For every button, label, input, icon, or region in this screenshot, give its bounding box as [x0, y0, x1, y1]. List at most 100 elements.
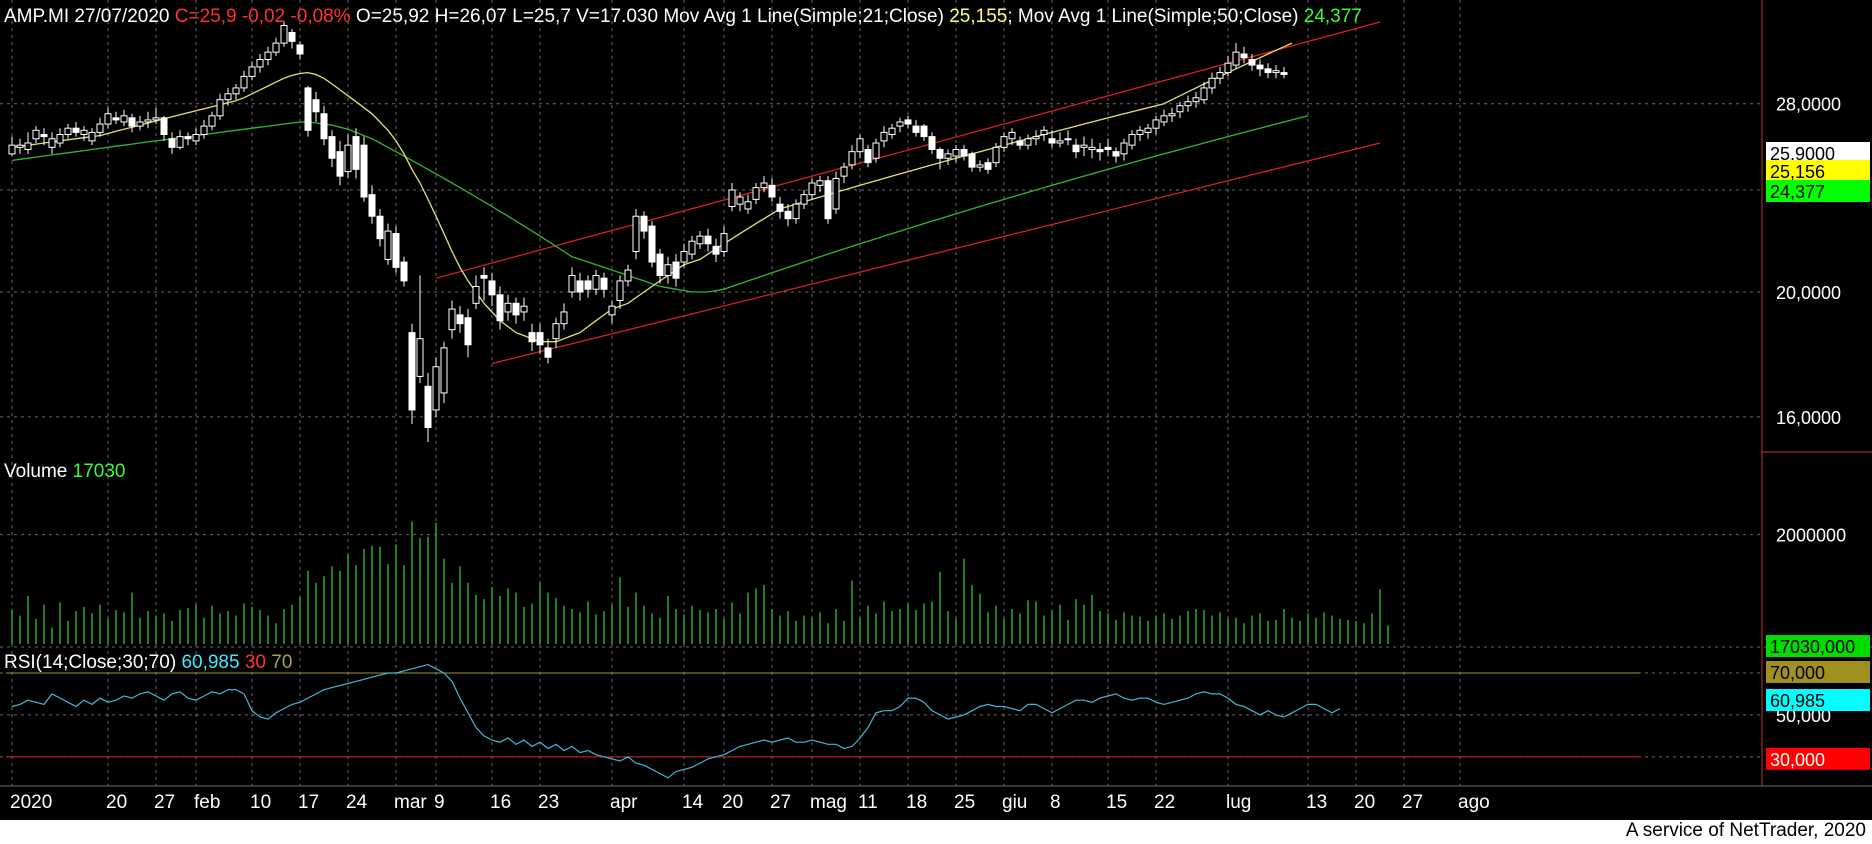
x-tick-label: 9: [434, 792, 445, 813]
ma21-line: [11, 42, 1293, 343]
candle-body: [376, 215, 384, 240]
candle-body: [1064, 138, 1072, 141]
candle-body: [640, 215, 648, 232]
candle-body: [1136, 129, 1144, 136]
candle-body: [1056, 140, 1064, 144]
candle-body: [808, 182, 816, 196]
candle-body: [864, 148, 872, 164]
candle-body: [208, 115, 216, 127]
volume-header: Volume 17030: [4, 461, 126, 483]
candle-body: [224, 93, 232, 101]
x-tick-label: 16: [490, 792, 511, 813]
price-panel[interactable]: [8, 21, 1381, 442]
ma-separator-1: ;: [1007, 6, 1013, 27]
candle-body: [696, 235, 704, 245]
candle-body: [112, 117, 120, 121]
candle-body: [1112, 151, 1120, 157]
footer-bar: [0, 820, 1872, 844]
candle-body: [1128, 134, 1136, 146]
candle-body: [984, 162, 992, 170]
candle-body: [352, 136, 360, 170]
candle-body: [160, 117, 168, 136]
candle-body: [848, 151, 856, 166]
candle-body: [440, 347, 448, 394]
candle-body: [1104, 146, 1112, 150]
candle-body: [176, 136, 184, 148]
candle-body: [1208, 77, 1216, 89]
candle-body: [464, 317, 472, 346]
candle-body: [752, 187, 760, 200]
candle-body: [1216, 72, 1224, 79]
rsi-lines: [6, 663, 1640, 779]
candle-body: [96, 123, 104, 133]
trendline: [491, 142, 1381, 365]
volume-panel[interactable]: [11, 521, 1389, 644]
candle-body: [1096, 148, 1104, 153]
trendline: [435, 21, 1381, 279]
candle-body: [880, 131, 888, 142]
rsi-low-box: 30,000: [1770, 750, 1825, 770]
x-tick-label: ago: [1458, 792, 1490, 813]
rsi-high-box-bg: [1766, 660, 1870, 683]
candle-body: [776, 203, 784, 212]
x-tick-label: 27: [154, 792, 175, 813]
candle-body: [544, 347, 552, 358]
x-axis: 2020 20 27 feb 10 17 24 mar 9 16 23 apr 14 20 27 mag 11 1…: [10, 792, 1490, 813]
candle-body: [1120, 142, 1128, 155]
candle-body: [784, 210, 792, 220]
x-tick-label: 22: [1154, 792, 1175, 813]
candle-body: [320, 113, 328, 140]
candle-body: [576, 280, 584, 293]
candle-body: [608, 305, 616, 316]
x-tick-label: 24: [346, 792, 368, 813]
candle-body: [496, 294, 504, 322]
candle-body: [16, 144, 24, 148]
candle-body: [1040, 129, 1048, 136]
volume-label: Volume: [4, 461, 68, 482]
rsi-value: 60,985: [181, 652, 240, 673]
x-tick-label: apr: [610, 792, 638, 813]
candle-body: [664, 264, 672, 276]
candle-body: [648, 225, 656, 263]
candle-body: [264, 51, 272, 61]
volume-value: 17030: [72, 461, 126, 482]
candle-body: [920, 125, 928, 138]
candle-body: [1272, 70, 1280, 74]
candle-body: [328, 136, 336, 159]
rsi-panel[interactable]: [6, 663, 1640, 779]
candle-body: [1264, 68, 1272, 74]
candle-body: [656, 253, 664, 276]
candle-body: [360, 144, 368, 198]
volume-last-label: 17030,000: [1770, 637, 1855, 657]
x-tick-label: 17: [298, 792, 319, 813]
candle-body: [528, 332, 536, 343]
candle-body: [1224, 62, 1232, 74]
candle-body: [1240, 53, 1248, 59]
ma50-value: 24,377: [1303, 6, 1362, 27]
candle-body: [344, 144, 352, 173]
candle-body: [336, 151, 344, 177]
candle-body: [1184, 101, 1192, 107]
rsi-line: [11, 663, 1341, 779]
date-label: 27/07/2020: [74, 6, 170, 27]
candle-body: [760, 182, 768, 189]
candle-body: [960, 148, 968, 157]
ma50-label: Mov Avg 1 Line(Simple;50;Close): [1017, 6, 1299, 27]
candle-body: [928, 136, 936, 150]
candle-body: [1032, 136, 1040, 140]
candle-body: [384, 230, 392, 260]
candle-body: [432, 366, 440, 411]
candle-body: [400, 261, 408, 282]
rsi-last-label: 60,985: [1770, 691, 1825, 711]
candle-body: [1080, 144, 1088, 148]
candle-body: [992, 146, 1000, 164]
volume-bars: [11, 521, 1389, 644]
candle-body: [832, 177, 840, 210]
candle-body: [192, 134, 200, 142]
candle-body: [424, 385, 432, 428]
moving-average-lines: [11, 42, 1309, 343]
candle-body: [1024, 138, 1032, 146]
candle-body: [456, 314, 464, 325]
candle-body: [488, 280, 496, 296]
